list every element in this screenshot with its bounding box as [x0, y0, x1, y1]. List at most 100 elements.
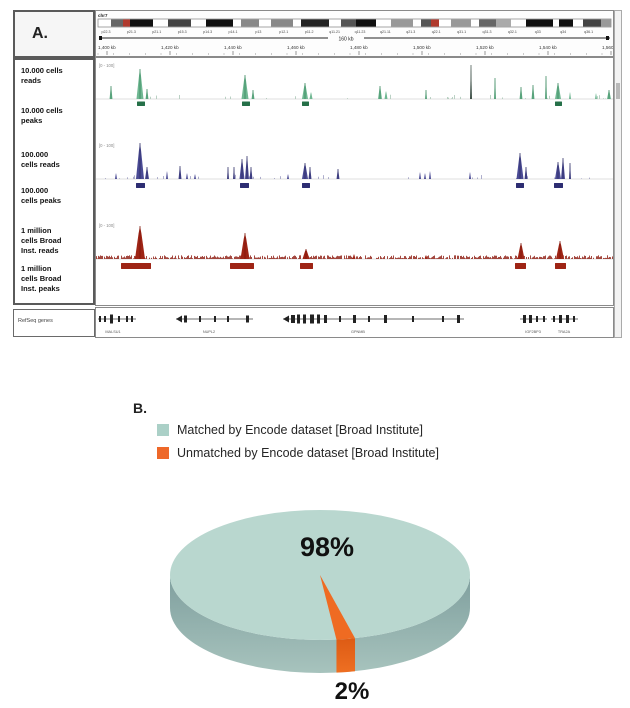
ruler-tick-label: 1,560 kb [602, 45, 613, 50]
ideogram-band [341, 19, 356, 27]
chromosome-ideogram-ruler: chr7 p22.3 p21.3 p21.1 p15.3 p14.3 p14.1 p13 p12… [97, 13, 613, 55]
exon [99, 316, 101, 322]
track-range-label: [0 - 100] [99, 63, 114, 68]
svg-text:p21.3: p21.3 [127, 30, 136, 34]
called-peak-box [302, 101, 309, 106]
exon [310, 314, 314, 324]
gene-track-panel: MALSU1 NUPL2 GPNMB IGF2BP3 TRA2A [95, 307, 614, 338]
svg-text:p14.1: p14.1 [229, 30, 238, 34]
called-peak-box [302, 183, 310, 188]
exon [104, 316, 106, 322]
svg-text:p21.1: p21.1 [152, 30, 161, 34]
peaks-track-1m-reads [121, 263, 566, 269]
ideogram-band [130, 19, 153, 27]
ideogram-band [559, 19, 573, 27]
svg-text:q11.21: q11.21 [329, 30, 340, 34]
signal-peak [569, 92, 571, 99]
exon [317, 314, 320, 324]
called-peak-box [240, 183, 249, 188]
exon [536, 316, 538, 322]
ideogram-band [271, 19, 293, 27]
ruler-tick-label: 1,440 kb [224, 45, 242, 50]
gene-model: TRA2A [551, 315, 578, 334]
exon [291, 315, 295, 323]
exon [184, 315, 187, 323]
browser-header: chr7 p22.3 p21.3 p21.1 p15.3 p14.3 p14.1 p13 p12… [95, 10, 614, 57]
panel-a-label: A. [32, 25, 48, 42]
exon [199, 316, 201, 322]
called-peak-box [230, 263, 254, 269]
svg-text:q33: q33 [535, 30, 541, 34]
track-label-column: 10.000 cells reads 10.000 cells peaks 10… [13, 58, 95, 305]
pie-slice-unmatched [320, 575, 356, 640]
svg-text:p12.1: p12.1 [279, 30, 288, 34]
exon [353, 315, 356, 323]
signal-peak [384, 91, 388, 99]
exon [339, 316, 341, 322]
ideogram-band [583, 19, 601, 27]
svg-text:p14.3: p14.3 [203, 30, 212, 34]
called-peak-box [242, 101, 250, 106]
panel-b-label: B. [133, 400, 147, 416]
ideogram-band [391, 19, 413, 27]
svg-text:q21.3: q21.3 [406, 30, 415, 34]
signal-tracks: [0 - 100] [0 - 100] [0 - 100] [96, 63, 613, 269]
ideogram-band [451, 19, 471, 27]
ideogram-band [496, 19, 511, 27]
peaks-track-10k-reads [137, 101, 562, 106]
ruler-tick-label: 1,500 kb [413, 45, 431, 50]
legend-label-unmatched: Unmatched by Encode dataset [Broad Insti… [177, 445, 439, 460]
svg-text:q34: q34 [560, 30, 566, 34]
ideogram-band [123, 19, 130, 27]
ruler-tick-label: 1,420 kb [161, 45, 179, 50]
refseq-label: RefSeq genes [18, 318, 53, 324]
browser-tracks-panel: [0 - 100] [0 - 100] [0 - 100] [95, 57, 614, 306]
gene-name-label: IGF2BP3 [525, 330, 541, 334]
ideogram-band [356, 19, 376, 27]
legend-row-unmatched: Unmatched by Encode dataset [Broad Insti… [157, 445, 439, 460]
track-label-100k-reads: 100.000 cells reads [21, 150, 60, 170]
called-peak-box [515, 263, 526, 269]
gene-name-label: MALSU1 [105, 330, 120, 334]
track-label-1m-peaks: 1 million cells Broad Inst. peaks [21, 264, 62, 294]
panel-a-label-box: A. [13, 10, 95, 58]
exon [384, 315, 387, 323]
legend-label-matched: Matched by Encode dataset [Broad Institu… [177, 422, 423, 437]
exon [227, 316, 229, 322]
svg-text:q11.23: q11.23 [355, 30, 366, 34]
signal-peak [352, 254, 356, 259]
exon [368, 316, 370, 322]
exon [523, 315, 526, 323]
ideogram-band [301, 19, 329, 27]
ideogram-band [431, 19, 439, 27]
signal-peak [469, 172, 471, 179]
refseq-label-box: RefSeq genes [13, 309, 95, 337]
ruler-tick-label: 1,520 kb [476, 45, 494, 50]
signal-peak [419, 172, 421, 179]
pie-side-matched [170, 575, 470, 673]
gene-name-label: NUPL2 [203, 330, 215, 334]
ideogram-band [479, 19, 496, 27]
called-peak-box [555, 263, 566, 269]
pie-label-2: 2% [335, 678, 370, 705]
track-range-label: [0 - 100] [99, 223, 114, 228]
svg-text:p11.2: p11.2 [305, 30, 314, 34]
signal-peak [287, 174, 289, 179]
called-peak-box [554, 183, 563, 188]
legend-swatch-matched-icon [157, 423, 169, 436]
svg-text:p22.3: p22.3 [102, 30, 111, 34]
signal-peak [424, 255, 428, 259]
exon [457, 315, 460, 323]
exon [553, 316, 555, 322]
exon [324, 315, 327, 323]
exon [303, 314, 306, 324]
called-peak-box [300, 263, 313, 269]
track-label-1m-reads: 1 million cells Broad Inst. reads [21, 226, 62, 256]
pie-chart: 98% 2% [170, 510, 470, 705]
svg-text:p13: p13 [255, 30, 261, 34]
legend-row-matched: Matched by Encode dataset [Broad Institu… [157, 422, 423, 437]
ideogram-band [241, 19, 259, 27]
track-label-100k-peaks: 100.000 cells peaks [21, 186, 62, 206]
track-label-10k-reads: 10.000 cells reads [21, 66, 63, 86]
ruler-tick-label: 1,400 kb [98, 45, 116, 50]
